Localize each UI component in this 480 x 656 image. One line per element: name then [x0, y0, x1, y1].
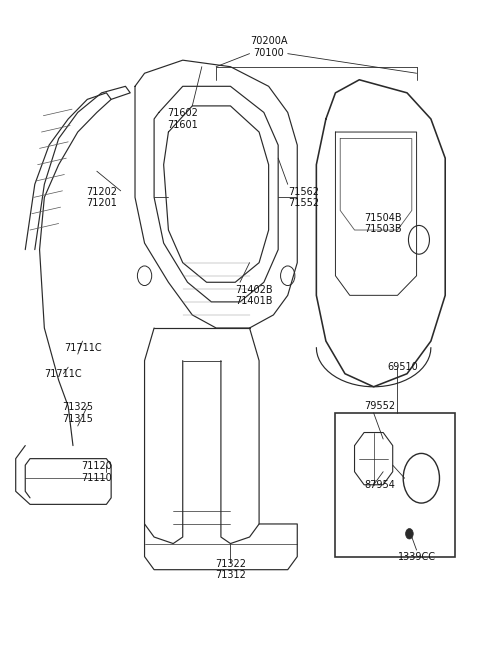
- Text: 71504B
71503B: 71504B 71503B: [364, 213, 402, 234]
- Text: 70200A
70100: 70200A 70100: [250, 36, 288, 58]
- Text: 71322
71312: 71322 71312: [215, 559, 246, 581]
- Text: 79552: 79552: [364, 401, 395, 411]
- Text: 69510: 69510: [387, 362, 418, 372]
- Circle shape: [406, 529, 413, 539]
- Text: 71402B
71401B: 71402B 71401B: [235, 285, 273, 306]
- Text: 71562
71552: 71562 71552: [288, 186, 319, 208]
- Text: 71711C: 71711C: [64, 342, 101, 352]
- Bar: [336, 413, 455, 557]
- Text: 71202
71201: 71202 71201: [86, 186, 117, 208]
- Text: 71120
71110: 71120 71110: [82, 461, 112, 483]
- Text: 1339CC: 1339CC: [397, 552, 435, 562]
- Text: 71602
71601: 71602 71601: [168, 108, 198, 130]
- Text: 87954: 87954: [364, 480, 395, 490]
- Text: 71325
71315: 71325 71315: [62, 402, 93, 424]
- Text: 71711C: 71711C: [44, 369, 82, 379]
